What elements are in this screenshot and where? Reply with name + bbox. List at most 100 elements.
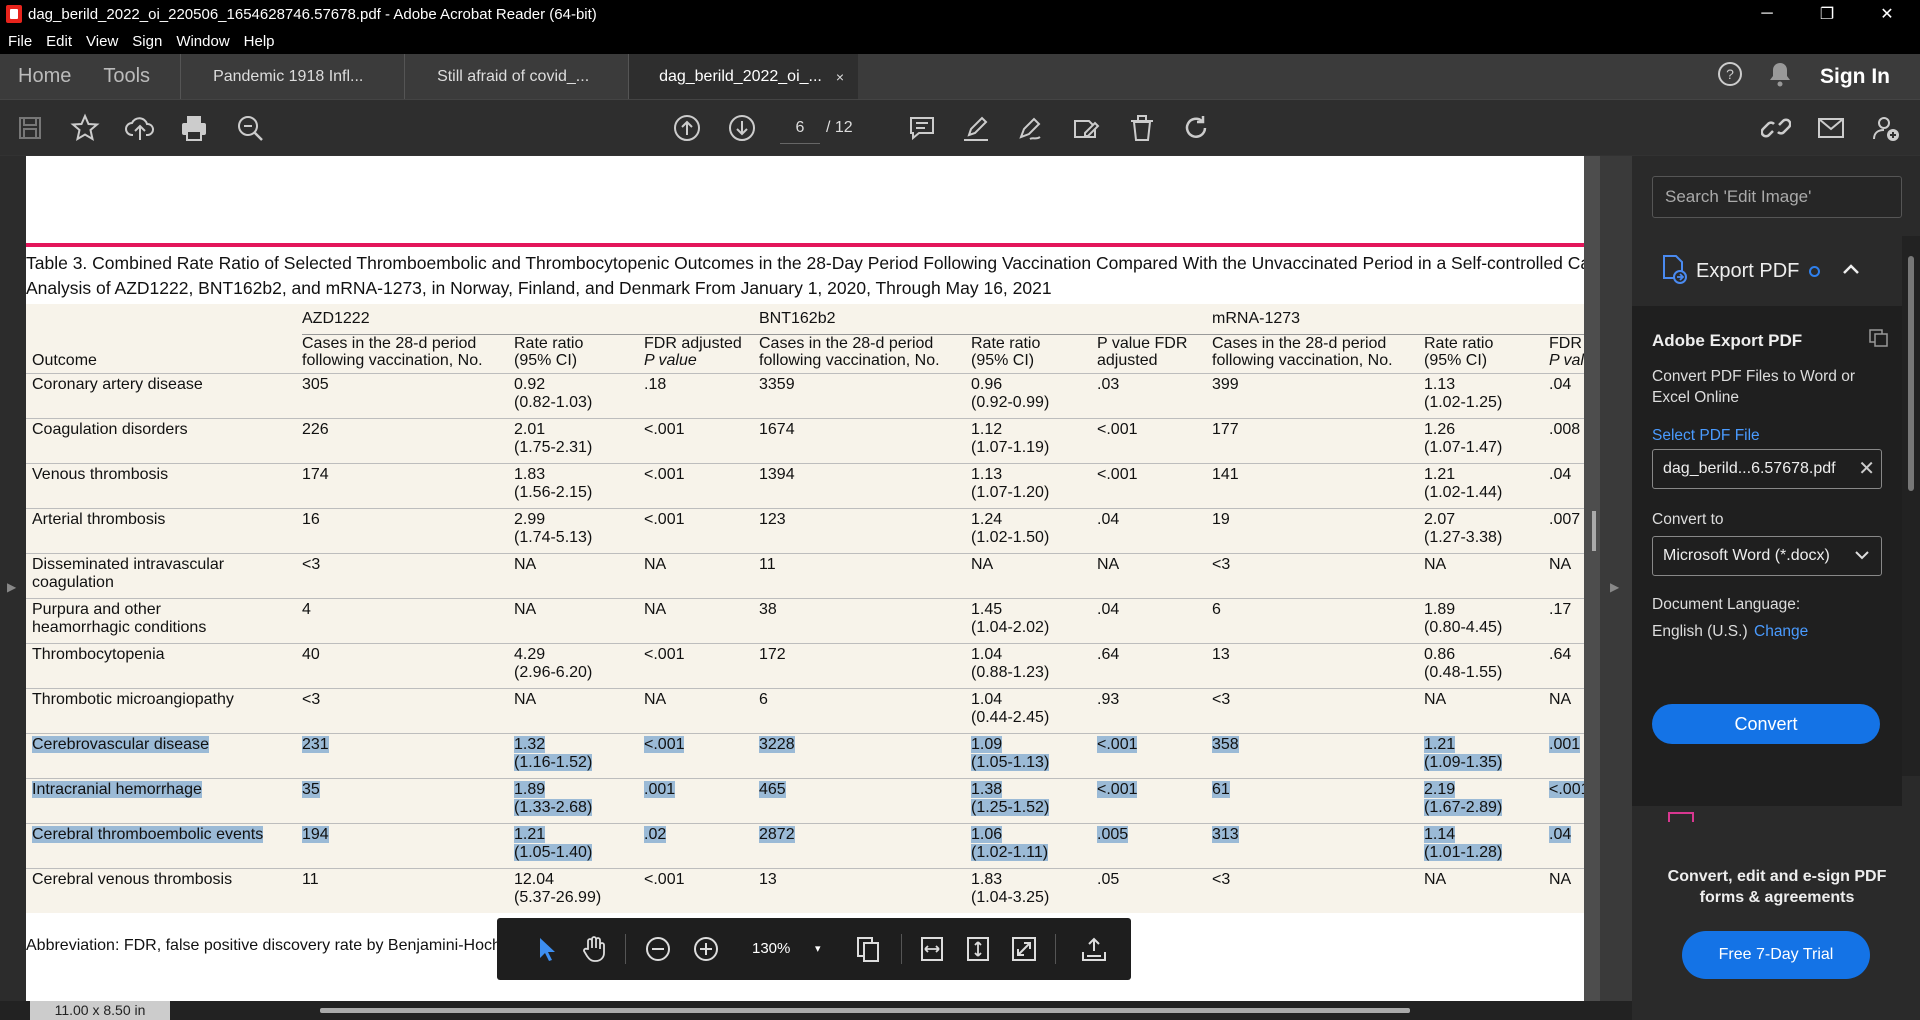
cases-cell: 40 [302,642,514,688]
clear-file-icon[interactable]: ✕ [1858,458,1875,480]
minimize-button[interactable]: ─ [1761,5,1773,22]
outcome-cell: Intracranial hemorrhage [26,777,302,823]
table-row: Thrombocytopenia 40 4.29 (2.96-6.20) <.001 17… [26,642,1584,688]
comment-icon[interactable] [904,110,940,146]
previous-page-icon[interactable] [669,110,705,146]
menu-edit[interactable]: Edit [46,32,73,50]
close-window-button[interactable]: ✕ [1880,6,1894,23]
panel-scrollbar[interactable] [1902,236,1920,776]
rate-ratio-cell: 2.01 (1.75-2.31) [514,417,644,463]
export-pdf-header[interactable]: Export PDF [1632,236,1902,306]
highlight-icon[interactable] [958,110,994,146]
page-number-input[interactable]: 6 [780,112,820,144]
zoom-level[interactable]: 130% [752,940,791,957]
table-title-line: Analysis of AZD1222, BNT162b2, and mRNA-… [26,278,1052,298]
hand-tool-icon[interactable] [577,932,611,966]
title-bar: dag_berild_2022_oi_220506_1654628746.576… [0,0,1920,28]
cases-cell: 3359 [759,372,971,418]
email-icon[interactable] [1813,110,1849,146]
restore-button[interactable]: ❐ [1819,6,1835,23]
search-zoom-icon[interactable] [232,110,268,146]
rate-ratio-cell: 1.12 (1.07-1.19) [971,417,1097,463]
tab-tools[interactable]: Tools [103,65,151,87]
rate-ratio-cell: 1.04 (0.44-2.45) [971,687,1097,733]
cases-cell: 6 [759,687,971,733]
sign-in-button[interactable]: Sign In [1820,64,1890,88]
table-row: Coronary artery disease 305 0.92 (0.82-1.03… [26,372,1584,418]
cases-cell: 11 [302,867,514,913]
sign-pen-icon[interactable] [1013,110,1049,146]
stamp-edit-icon[interactable] [1068,110,1104,146]
fit-page-icon[interactable] [961,932,995,966]
export-copy-icon[interactable] [1868,328,1890,353]
full-screen-icon[interactable] [1007,932,1041,966]
share-link-icon[interactable] [1758,110,1794,146]
document-area[interactable]: ▶ Table 3. Combined Rate Ratio of Select… [0,156,1632,1020]
print-icon[interactable] [176,110,212,146]
download-tray-icon[interactable] [1077,932,1111,966]
pdf-page[interactable]: Table 3. Combined Rate Ratio of Selected… [26,156,1584,1001]
rate-ratio-cell: NA [1424,552,1549,598]
p-value-cell: NA [644,597,759,643]
table-body: Coronary artery disease 305 0.92 (0.82-1.03… [26,372,1584,913]
menu-file[interactable]: File [8,32,33,50]
menu-help[interactable]: Help [243,32,275,50]
rate-ratio-cell: NA [1424,867,1549,913]
select-cursor-icon[interactable] [529,932,563,966]
redo-icon[interactable] [1178,110,1214,146]
zoom-dropdown-caret[interactable]: ▾ [815,943,821,955]
tool-search-input[interactable]: Search 'Edit Image' [1652,176,1902,218]
expand-right-panel-icon[interactable]: ▶ [1610,580,1620,594]
rate-ratio-cell: 0.96 (0.92-0.99) [971,372,1097,418]
doc-tab-dag-berild[interactable]: dag_berild_2022_oi_... × [628,54,859,99]
next-page-icon[interactable] [724,110,760,146]
zoom-out-icon[interactable] [641,932,675,966]
change-language-link[interactable]: Change [1754,623,1809,640]
outcome-cell: Thrombocytopenia [26,642,302,688]
expand-left-panel-icon[interactable]: ▶ [7,580,17,594]
rate-ratio-cell: NA [514,687,644,733]
star-icon[interactable] [67,110,103,146]
vertical-scroll-thumb[interactable] [1592,511,1596,551]
add-user-icon[interactable] [1868,110,1904,146]
rate-ratio-cell: 1.45 (1.04-2.02) [971,597,1097,643]
collapse-chevron-icon[interactable] [1842,262,1860,280]
right-panel: Search 'Edit Image' Export PDF Adobe Exp… [1632,156,1920,1020]
p-value-cell: .64 [1549,642,1584,688]
p-value-cell: NA [1549,687,1584,733]
p-value-cell: <.001 [1549,777,1584,823]
rate-ratio-cell: NA [514,597,644,643]
vertical-scrollbar[interactable] [1584,156,1600,1001]
convert-button[interactable]: Convert [1652,704,1880,744]
help-icon[interactable]: ? [1716,60,1744,93]
document-language-value: English (U.S.) [1652,623,1748,640]
rate-ratio-cell: NA [514,552,644,598]
cases-cell: 4 [302,597,514,643]
doc-tab-pandemic[interactable]: Pandemic 1918 Infl... [180,54,404,99]
free-trial-button[interactable]: Free 7-Day Trial [1682,931,1870,979]
header-rate-ratio: Rate ratio (95% CI) [971,334,1041,369]
close-tab-icon[interactable]: × [835,68,845,85]
menu-view[interactable]: View [86,32,119,50]
delete-icon[interactable] [1124,110,1160,146]
horizontal-scrollbar[interactable] [320,1008,1410,1013]
save-icon[interactable] [12,110,48,146]
bell-icon[interactable] [1768,61,1792,92]
tab-home[interactable]: Home [18,65,72,87]
cloud-upload-icon[interactable] [122,110,158,146]
doc-tab-still-afraid[interactable]: Still afraid of covid_... [404,54,628,99]
menu-sign[interactable]: Sign [132,32,163,50]
header-rate-ratio: Rate ratio (95% CI) [514,334,584,369]
rate-ratio-cell: 1.14 (1.01-1.28) [1424,822,1549,868]
menu-window[interactable]: Window [176,32,230,50]
page-copy-icon[interactable] [851,932,885,966]
zoom-in-icon[interactable] [689,932,723,966]
format-select[interactable]: Microsoft Word (*.docx) [1652,536,1882,576]
fit-width-icon[interactable] [915,932,949,966]
selected-file-field[interactable]: dag_berild...6.57678.pdf ✕ [1652,449,1882,489]
doc-tab-label: dag_berild_2022_oi_... [659,67,822,85]
table-row: Purpura and other heamorrhagic conditions… [26,597,1584,643]
panel-scroll-thumb[interactable] [1908,256,1914,491]
footnote: Abbreviation: FDR, false positive discov… [26,937,501,954]
cases-cell: 61 [1212,777,1424,823]
